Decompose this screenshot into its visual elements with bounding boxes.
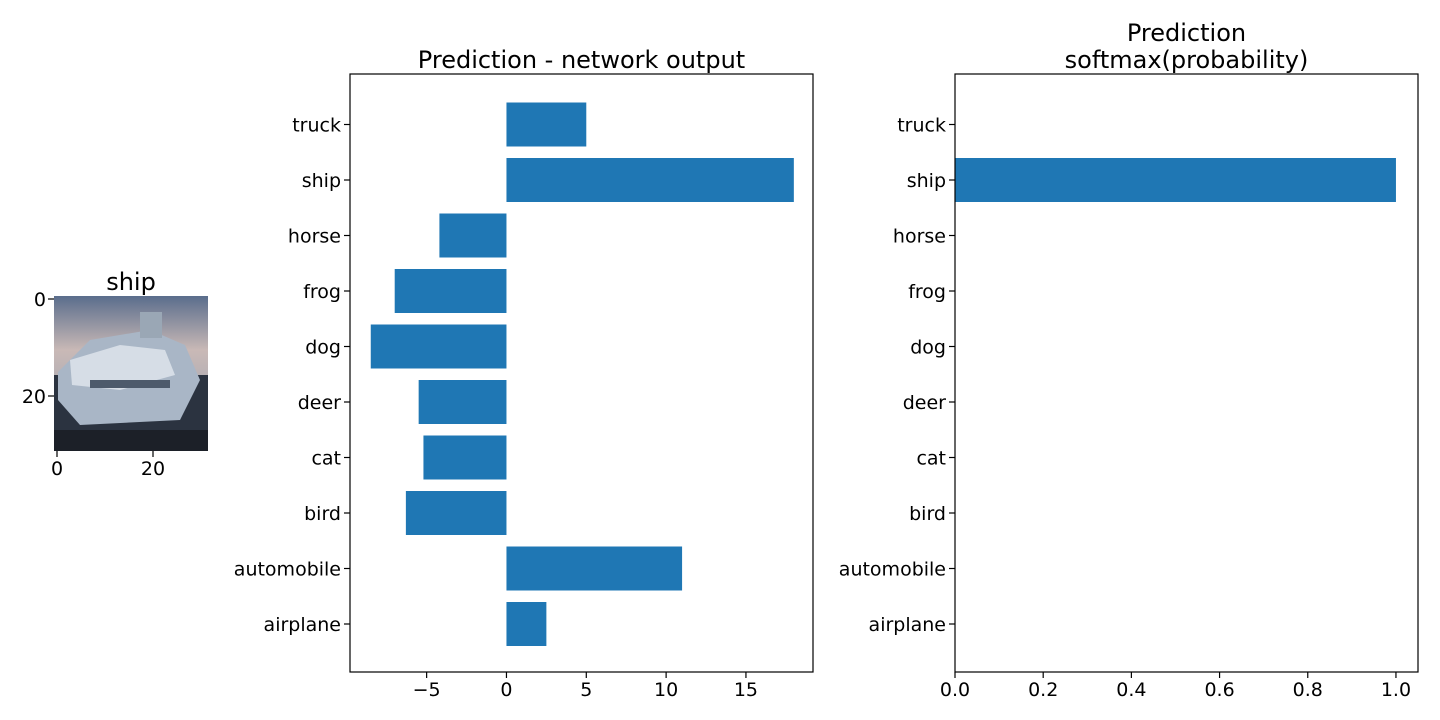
bar-deer	[418, 380, 507, 424]
ytick-label-frog: frog	[303, 281, 341, 303]
xtick-label: 0	[500, 679, 512, 701]
ytick-label-airplane: airplane	[264, 614, 341, 636]
ytick-label-bird: bird	[304, 503, 341, 525]
image-xtick-label: 20	[141, 458, 165, 480]
ytick-label-cat: cat	[311, 448, 341, 470]
bar-horse	[439, 213, 507, 258]
ytick-label-truck: truck	[292, 115, 341, 137]
bar-frog	[394, 269, 507, 313]
plot-frame	[349, 73, 814, 673]
ytick-label-horse: horse	[288, 226, 341, 248]
bar-cat	[423, 435, 507, 480]
xtick-label: 5	[580, 679, 592, 701]
ytick-label-cat: cat	[916, 448, 946, 470]
image-xtick-label: 0	[51, 458, 63, 480]
ytick-label-ship: ship	[907, 170, 946, 192]
image-yticks	[48, 298, 54, 397]
xtick-label: 0.4	[1116, 679, 1146, 701]
ytick-label-frog: frog	[908, 281, 946, 303]
bar-bird	[405, 491, 507, 535]
xtick-label: 15	[734, 679, 758, 701]
chart-title-line: Prediction	[1127, 19, 1246, 47]
bar-dog	[370, 324, 507, 369]
ytick-label-deer: deer	[903, 392, 946, 414]
bar-ship	[955, 158, 1396, 202]
bar-airplane	[506, 602, 547, 646]
xtick-label: 0.0	[940, 679, 970, 701]
image-xticks	[56, 451, 154, 457]
ytick-label-automobile: automobile	[839, 559, 946, 581]
xtick-label: 0.2	[1028, 679, 1058, 701]
image-title: ship	[106, 268, 156, 296]
xtick-label: 10	[654, 679, 678, 701]
ytick-label-deer: deer	[298, 392, 341, 414]
xtick-label: 0.8	[1293, 679, 1323, 701]
plot-frame	[954, 73, 1419, 673]
ytick-label-dog: dog	[305, 337, 341, 359]
softmax-chart: Prediction softmax(probability) airplane…	[839, 19, 1419, 701]
ytick-label-automobile: automobile	[234, 559, 341, 581]
xtick-label: 1.0	[1381, 679, 1411, 701]
bar-ship	[506, 158, 794, 202]
bar-truck	[506, 102, 587, 147]
image-ytick-label: 0	[34, 289, 46, 311]
xtick-label: −5	[413, 679, 441, 701]
ytick-label-horse: horse	[893, 226, 946, 248]
ytick-label-dog: dog	[910, 337, 946, 359]
ytick-label-truck: truck	[897, 115, 946, 137]
chart-title: Prediction - network output	[418, 46, 745, 74]
ytick-label-bird: bird	[909, 503, 946, 525]
image-ytick-label: 20	[22, 386, 46, 408]
bar-automobile	[506, 546, 683, 591]
chart-title-line: softmax(probability)	[1065, 46, 1309, 74]
ytick-label-airplane: airplane	[869, 614, 946, 636]
ytick-label-ship: ship	[302, 170, 341, 192]
ship-image	[54, 296, 208, 451]
image-panel: ship 0 20 0 20	[22, 268, 208, 480]
network-output-chart: Prediction - network output airplane auto…	[234, 46, 814, 701]
xtick-label: 0.6	[1204, 679, 1234, 701]
